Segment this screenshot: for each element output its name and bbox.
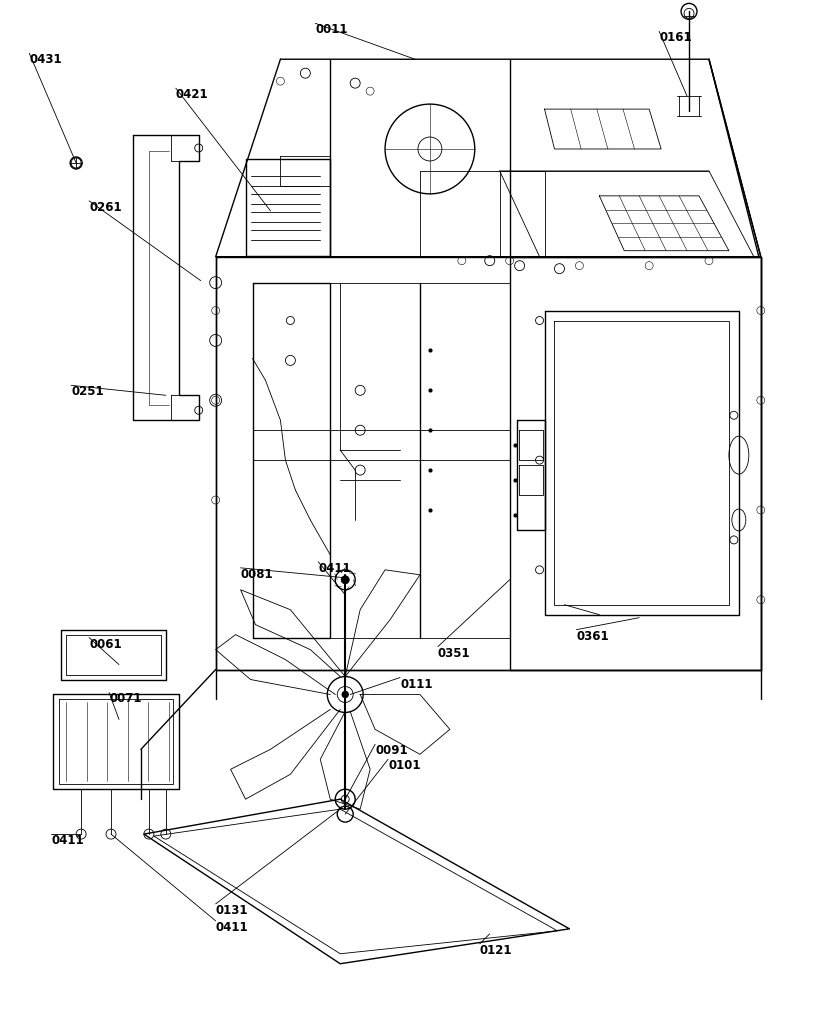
Text: 0011: 0011 [315,23,348,36]
Text: 0411: 0411 [51,834,84,847]
Text: 0251: 0251 [71,385,104,398]
Circle shape [342,692,348,698]
Text: 0431: 0431 [29,54,62,67]
Circle shape [341,576,349,583]
Text: 0261: 0261 [89,201,122,214]
Text: 0081: 0081 [241,568,273,581]
Text: 0411: 0411 [318,562,351,575]
Text: 0161: 0161 [659,31,692,44]
Text: 0101: 0101 [388,759,420,772]
Text: 0121: 0121 [480,944,512,956]
Text: 0421: 0421 [175,88,208,101]
Text: 0061: 0061 [89,638,122,651]
Text: 0091: 0091 [375,744,408,757]
Text: 0071: 0071 [109,693,141,706]
Text: 0131: 0131 [215,904,248,917]
Text: 0411: 0411 [215,921,248,934]
Text: 0111: 0111 [400,677,432,691]
Text: 0361: 0361 [576,630,609,643]
Text: 0351: 0351 [438,647,471,659]
